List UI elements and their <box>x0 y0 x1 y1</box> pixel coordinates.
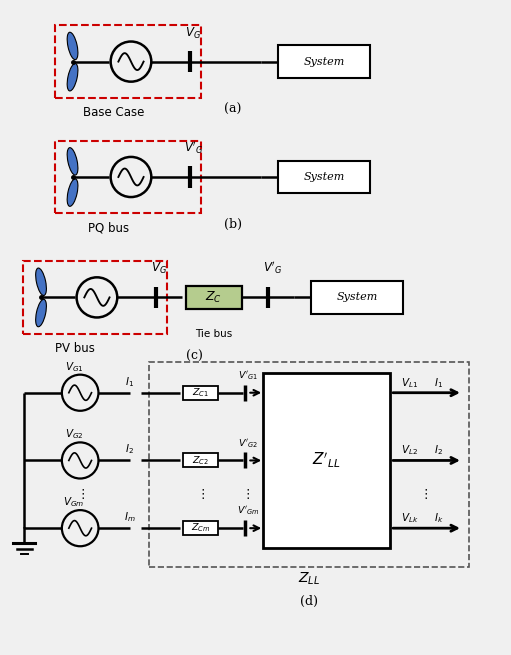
Bar <box>149 362 469 567</box>
Text: (c): (c) <box>186 350 203 363</box>
Ellipse shape <box>36 299 47 327</box>
Text: $V_{G2}$: $V_{G2}$ <box>65 428 83 441</box>
Text: $\vdots$: $\vdots$ <box>76 487 85 501</box>
Text: $V_G$: $V_G$ <box>151 261 167 276</box>
Text: $V_{L1}$: $V_{L1}$ <box>401 376 418 390</box>
Text: $V'_G$: $V'_G$ <box>263 260 283 276</box>
Ellipse shape <box>67 179 78 206</box>
Text: $V_{Gm}$: $V_{Gm}$ <box>63 495 85 509</box>
Text: $V_{L2}$: $V_{L2}$ <box>401 443 418 457</box>
Text: $V'_{Gm}$: $V'_{Gm}$ <box>237 505 259 517</box>
Text: PQ bus: PQ bus <box>87 221 129 234</box>
Text: $Z_{C2}$: $Z_{C2}$ <box>192 454 209 467</box>
Bar <box>278 160 370 193</box>
Text: $\vdots$: $\vdots$ <box>196 487 205 501</box>
Text: $V_{G1}$: $V_{G1}$ <box>65 360 83 373</box>
Text: $Z_{C1}$: $Z_{C1}$ <box>192 386 209 399</box>
Text: $\vdots$: $\vdots$ <box>241 487 250 501</box>
Text: $Z_C$: $Z_C$ <box>205 290 222 305</box>
Text: System: System <box>337 292 378 303</box>
Bar <box>183 386 218 400</box>
Text: $I_1$: $I_1$ <box>125 375 134 388</box>
Bar <box>55 141 201 213</box>
Text: System: System <box>304 56 345 67</box>
Text: Tie bus: Tie bus <box>195 329 233 339</box>
Text: $V_{Lk}$: $V_{Lk}$ <box>401 512 419 525</box>
Text: Base Case: Base Case <box>82 105 144 119</box>
Text: (d): (d) <box>300 595 318 608</box>
Text: $Z'_{LL}$: $Z'_{LL}$ <box>312 451 341 470</box>
Bar <box>311 281 403 314</box>
Ellipse shape <box>67 147 78 175</box>
Text: $I_k$: $I_k$ <box>434 512 443 525</box>
Text: $V_G$: $V_G$ <box>185 26 201 41</box>
Bar <box>263 373 390 548</box>
Text: (a): (a) <box>224 103 241 116</box>
Text: (b): (b) <box>224 218 242 231</box>
Text: PV bus: PV bus <box>55 341 95 354</box>
Text: $\vdots$: $\vdots$ <box>419 487 428 501</box>
Text: $I_m$: $I_m$ <box>124 510 135 524</box>
Bar <box>22 261 167 333</box>
Text: $V'_{G2}$: $V'_{G2}$ <box>238 437 258 449</box>
Bar <box>183 453 218 468</box>
Bar <box>186 286 242 309</box>
Bar <box>55 26 201 98</box>
Text: System: System <box>304 172 345 182</box>
Ellipse shape <box>67 64 78 91</box>
Text: $I_2$: $I_2$ <box>434 443 443 457</box>
Text: $I_1$: $I_1$ <box>434 376 443 390</box>
Text: $V'_G$: $V'_G$ <box>184 140 204 156</box>
Ellipse shape <box>67 32 78 60</box>
Bar <box>183 521 218 535</box>
Text: $I_2$: $I_2$ <box>125 443 134 457</box>
Text: $Z_{LL}$: $Z_{LL}$ <box>298 570 320 587</box>
Bar <box>278 45 370 78</box>
Ellipse shape <box>36 268 47 295</box>
Text: $V'_{G1}$: $V'_{G1}$ <box>238 369 258 382</box>
Text: $Z_{Cm}$: $Z_{Cm}$ <box>191 522 211 534</box>
